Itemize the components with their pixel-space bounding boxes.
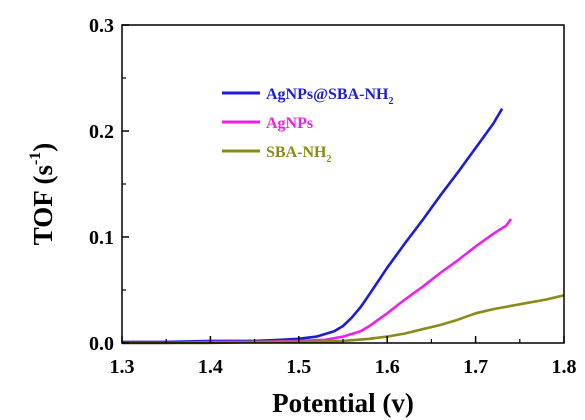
series-line-1	[122, 218, 513, 345]
y-axis-title-superscript: -1	[27, 152, 44, 165]
x-tick-label: 1.3	[110, 356, 135, 378]
y-axis-title-close: )	[28, 143, 58, 152]
y-tick-label: 0.0	[89, 333, 114, 355]
x-tick-label: 1.8	[552, 356, 577, 378]
series-line-2	[122, 294, 565, 345]
x-axis-title: Potential (v)	[272, 388, 414, 418]
x-tick-label: 1.7	[463, 356, 488, 378]
plot-lines	[122, 108, 565, 345]
legend-label-0: AgNPs@SBA-NH2	[266, 86, 393, 107]
y-axis-title: TOF (s-1)	[27, 143, 58, 246]
legend: AgNPs@SBA-NH2 AgNPs SBA-NH2	[222, 86, 393, 165]
y-tick-label: 0.2	[89, 121, 114, 143]
y-tick-label: 0.1	[89, 227, 114, 249]
y-tick-label: 0.3	[89, 15, 114, 37]
x-tick-label: 1.4	[198, 356, 223, 378]
tick-labels: 1.3 1.4 1.5 1.6 1.7 1.8 0.0 0.1 0.2 0.3	[89, 15, 577, 378]
y-axis-title-main: TOF (s	[28, 165, 58, 245]
x-tick-label: 1.6	[375, 356, 400, 378]
plot-frame	[121, 24, 565, 344]
legend-label-1: AgNPs	[266, 115, 313, 132]
x-tick-label: 1.5	[286, 356, 311, 378]
legend-label-2: SBA-NH2	[266, 144, 331, 165]
axis-ticks	[121, 24, 565, 344]
